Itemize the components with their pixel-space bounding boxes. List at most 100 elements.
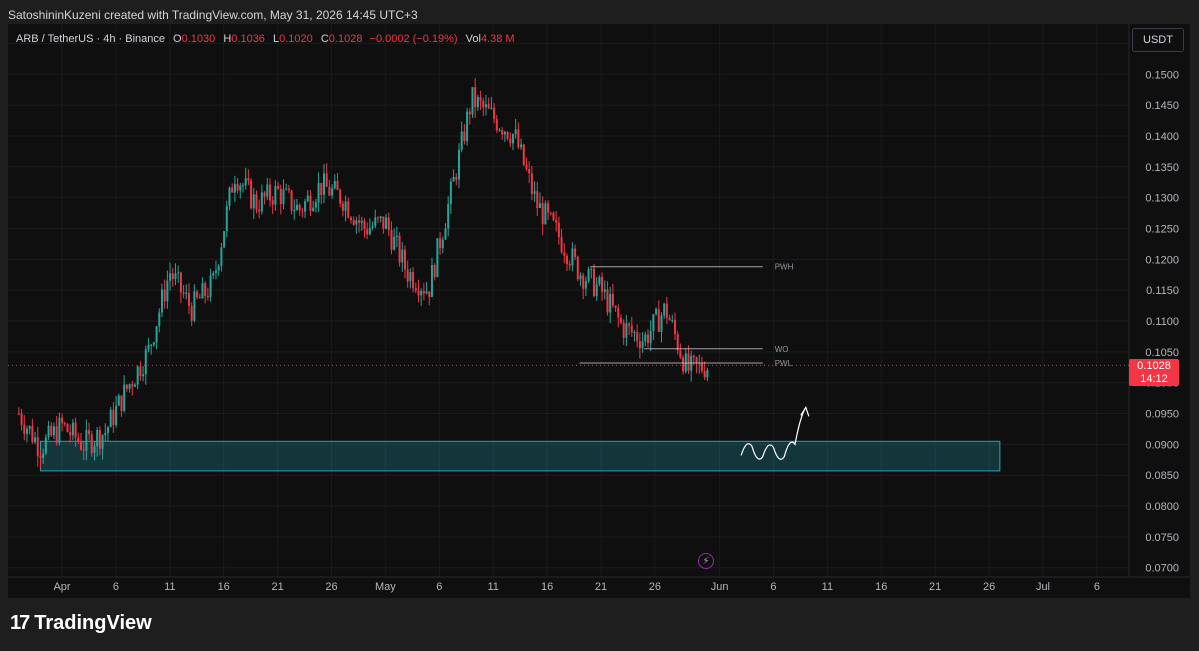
y-tick-label: 0.1200 bbox=[1145, 254, 1179, 266]
candle-body bbox=[260, 192, 263, 212]
candle-body bbox=[28, 426, 31, 429]
candle-body bbox=[574, 248, 577, 257]
candle-body bbox=[61, 417, 64, 424]
volume-label: Vol bbox=[465, 33, 481, 45]
candle-body bbox=[584, 281, 587, 289]
candle-body bbox=[368, 227, 371, 235]
candle-body bbox=[430, 265, 433, 298]
x-tick-label: Jun bbox=[711, 581, 729, 593]
candle-body bbox=[74, 422, 77, 438]
candle-body bbox=[638, 341, 641, 349]
candle-body bbox=[490, 107, 493, 109]
candle-body bbox=[336, 180, 339, 190]
candle-body bbox=[71, 422, 74, 436]
candle-body bbox=[395, 235, 398, 237]
candle-body bbox=[452, 177, 455, 182]
candle-body bbox=[595, 284, 598, 297]
candle-body bbox=[541, 203, 544, 225]
candle-body bbox=[657, 309, 660, 332]
candle-body bbox=[425, 291, 428, 294]
candle-body bbox=[177, 272, 180, 274]
candle-body bbox=[85, 429, 88, 451]
currency-selector[interactable]: USDT bbox=[1132, 28, 1184, 52]
candle-body bbox=[590, 268, 593, 270]
candle-body bbox=[376, 217, 379, 219]
candle-body bbox=[20, 413, 23, 425]
y-tick-label: 0.0950 bbox=[1145, 409, 1179, 421]
candlestick-chart[interactable]: 0.15500.15000.14500.14000.13500.13000.12… bbox=[8, 24, 1190, 598]
y-tick-label: 0.0900 bbox=[1145, 439, 1179, 451]
candle-body bbox=[511, 134, 514, 144]
candle-body bbox=[333, 180, 336, 189]
candle-body bbox=[152, 342, 155, 345]
candle-body bbox=[115, 405, 118, 426]
candle-body bbox=[239, 185, 242, 191]
candle-body bbox=[568, 264, 571, 266]
y-tick-label: 0.0700 bbox=[1145, 563, 1179, 575]
y-tick-label: 0.1500 bbox=[1145, 69, 1179, 81]
candle-body bbox=[252, 194, 255, 209]
candle-body bbox=[644, 334, 647, 342]
close-label: C bbox=[320, 33, 329, 45]
candle-body bbox=[622, 322, 625, 338]
candle-body bbox=[293, 210, 296, 212]
volume-value: 4.38 M bbox=[480, 33, 515, 45]
candle-body bbox=[34, 437, 37, 443]
candle-body bbox=[406, 269, 409, 282]
candle-body bbox=[298, 204, 301, 211]
candle-body bbox=[150, 344, 153, 346]
candle-body bbox=[560, 237, 563, 253]
candle-body bbox=[628, 323, 631, 326]
candle-body bbox=[23, 424, 26, 434]
candle-body bbox=[695, 357, 698, 364]
candle-body bbox=[563, 252, 566, 256]
candle-body bbox=[247, 178, 250, 181]
candle-body bbox=[538, 203, 541, 209]
candle-body bbox=[314, 202, 317, 208]
candle-body bbox=[88, 429, 91, 435]
candle-body bbox=[201, 283, 204, 299]
candle-body bbox=[601, 277, 604, 292]
x-tick-label: Jul bbox=[1036, 581, 1050, 593]
candle-body bbox=[174, 273, 177, 280]
candle-body bbox=[344, 201, 347, 211]
candle-body bbox=[155, 326, 158, 343]
candle-body bbox=[182, 292, 185, 294]
x-tick-label: 11 bbox=[164, 581, 175, 593]
candle-body bbox=[460, 131, 463, 150]
lightning-icon[interactable]: ⚡ bbox=[698, 553, 714, 569]
candle-body bbox=[366, 229, 369, 235]
level-label: WO bbox=[775, 345, 789, 354]
candle-body bbox=[422, 290, 425, 294]
candle-body bbox=[77, 437, 80, 442]
candle-body bbox=[385, 217, 388, 229]
candle-body bbox=[428, 291, 431, 298]
candle-body bbox=[530, 173, 533, 194]
candle-body bbox=[204, 283, 207, 296]
candle-body bbox=[98, 429, 101, 449]
chart-panel[interactable]: 0.15500.15000.14500.14000.13500.13000.12… bbox=[8, 24, 1190, 598]
ohlc-legend: ARB / TetherUS · 4h · Binance O0.1030 H0… bbox=[16, 33, 515, 45]
x-tick-label: 26 bbox=[983, 581, 995, 593]
candle-body bbox=[193, 291, 196, 321]
x-tick-label: 26 bbox=[325, 581, 337, 593]
candle-body bbox=[614, 305, 617, 309]
tv-brand-name: TradingView bbox=[34, 612, 152, 634]
candle-body bbox=[692, 355, 695, 358]
candle-body bbox=[468, 111, 471, 115]
x-tick-label: 6 bbox=[436, 581, 442, 593]
candle-body bbox=[277, 185, 280, 189]
candle-body bbox=[514, 129, 517, 135]
candle-body bbox=[93, 446, 96, 453]
candle-body bbox=[571, 248, 574, 266]
candle-body bbox=[185, 292, 188, 294]
candle-body bbox=[474, 87, 477, 108]
x-tick-label: 11 bbox=[487, 581, 498, 593]
open-value: 0.1030 bbox=[181, 33, 216, 45]
candle-body bbox=[703, 371, 706, 378]
candle-body bbox=[495, 119, 498, 131]
candle-body bbox=[700, 362, 703, 372]
low-value: 0.1020 bbox=[279, 33, 313, 45]
symbol-label[interactable]: ARB / TetherUS · 4h · Binance bbox=[16, 33, 165, 45]
candle-body bbox=[660, 315, 663, 332]
